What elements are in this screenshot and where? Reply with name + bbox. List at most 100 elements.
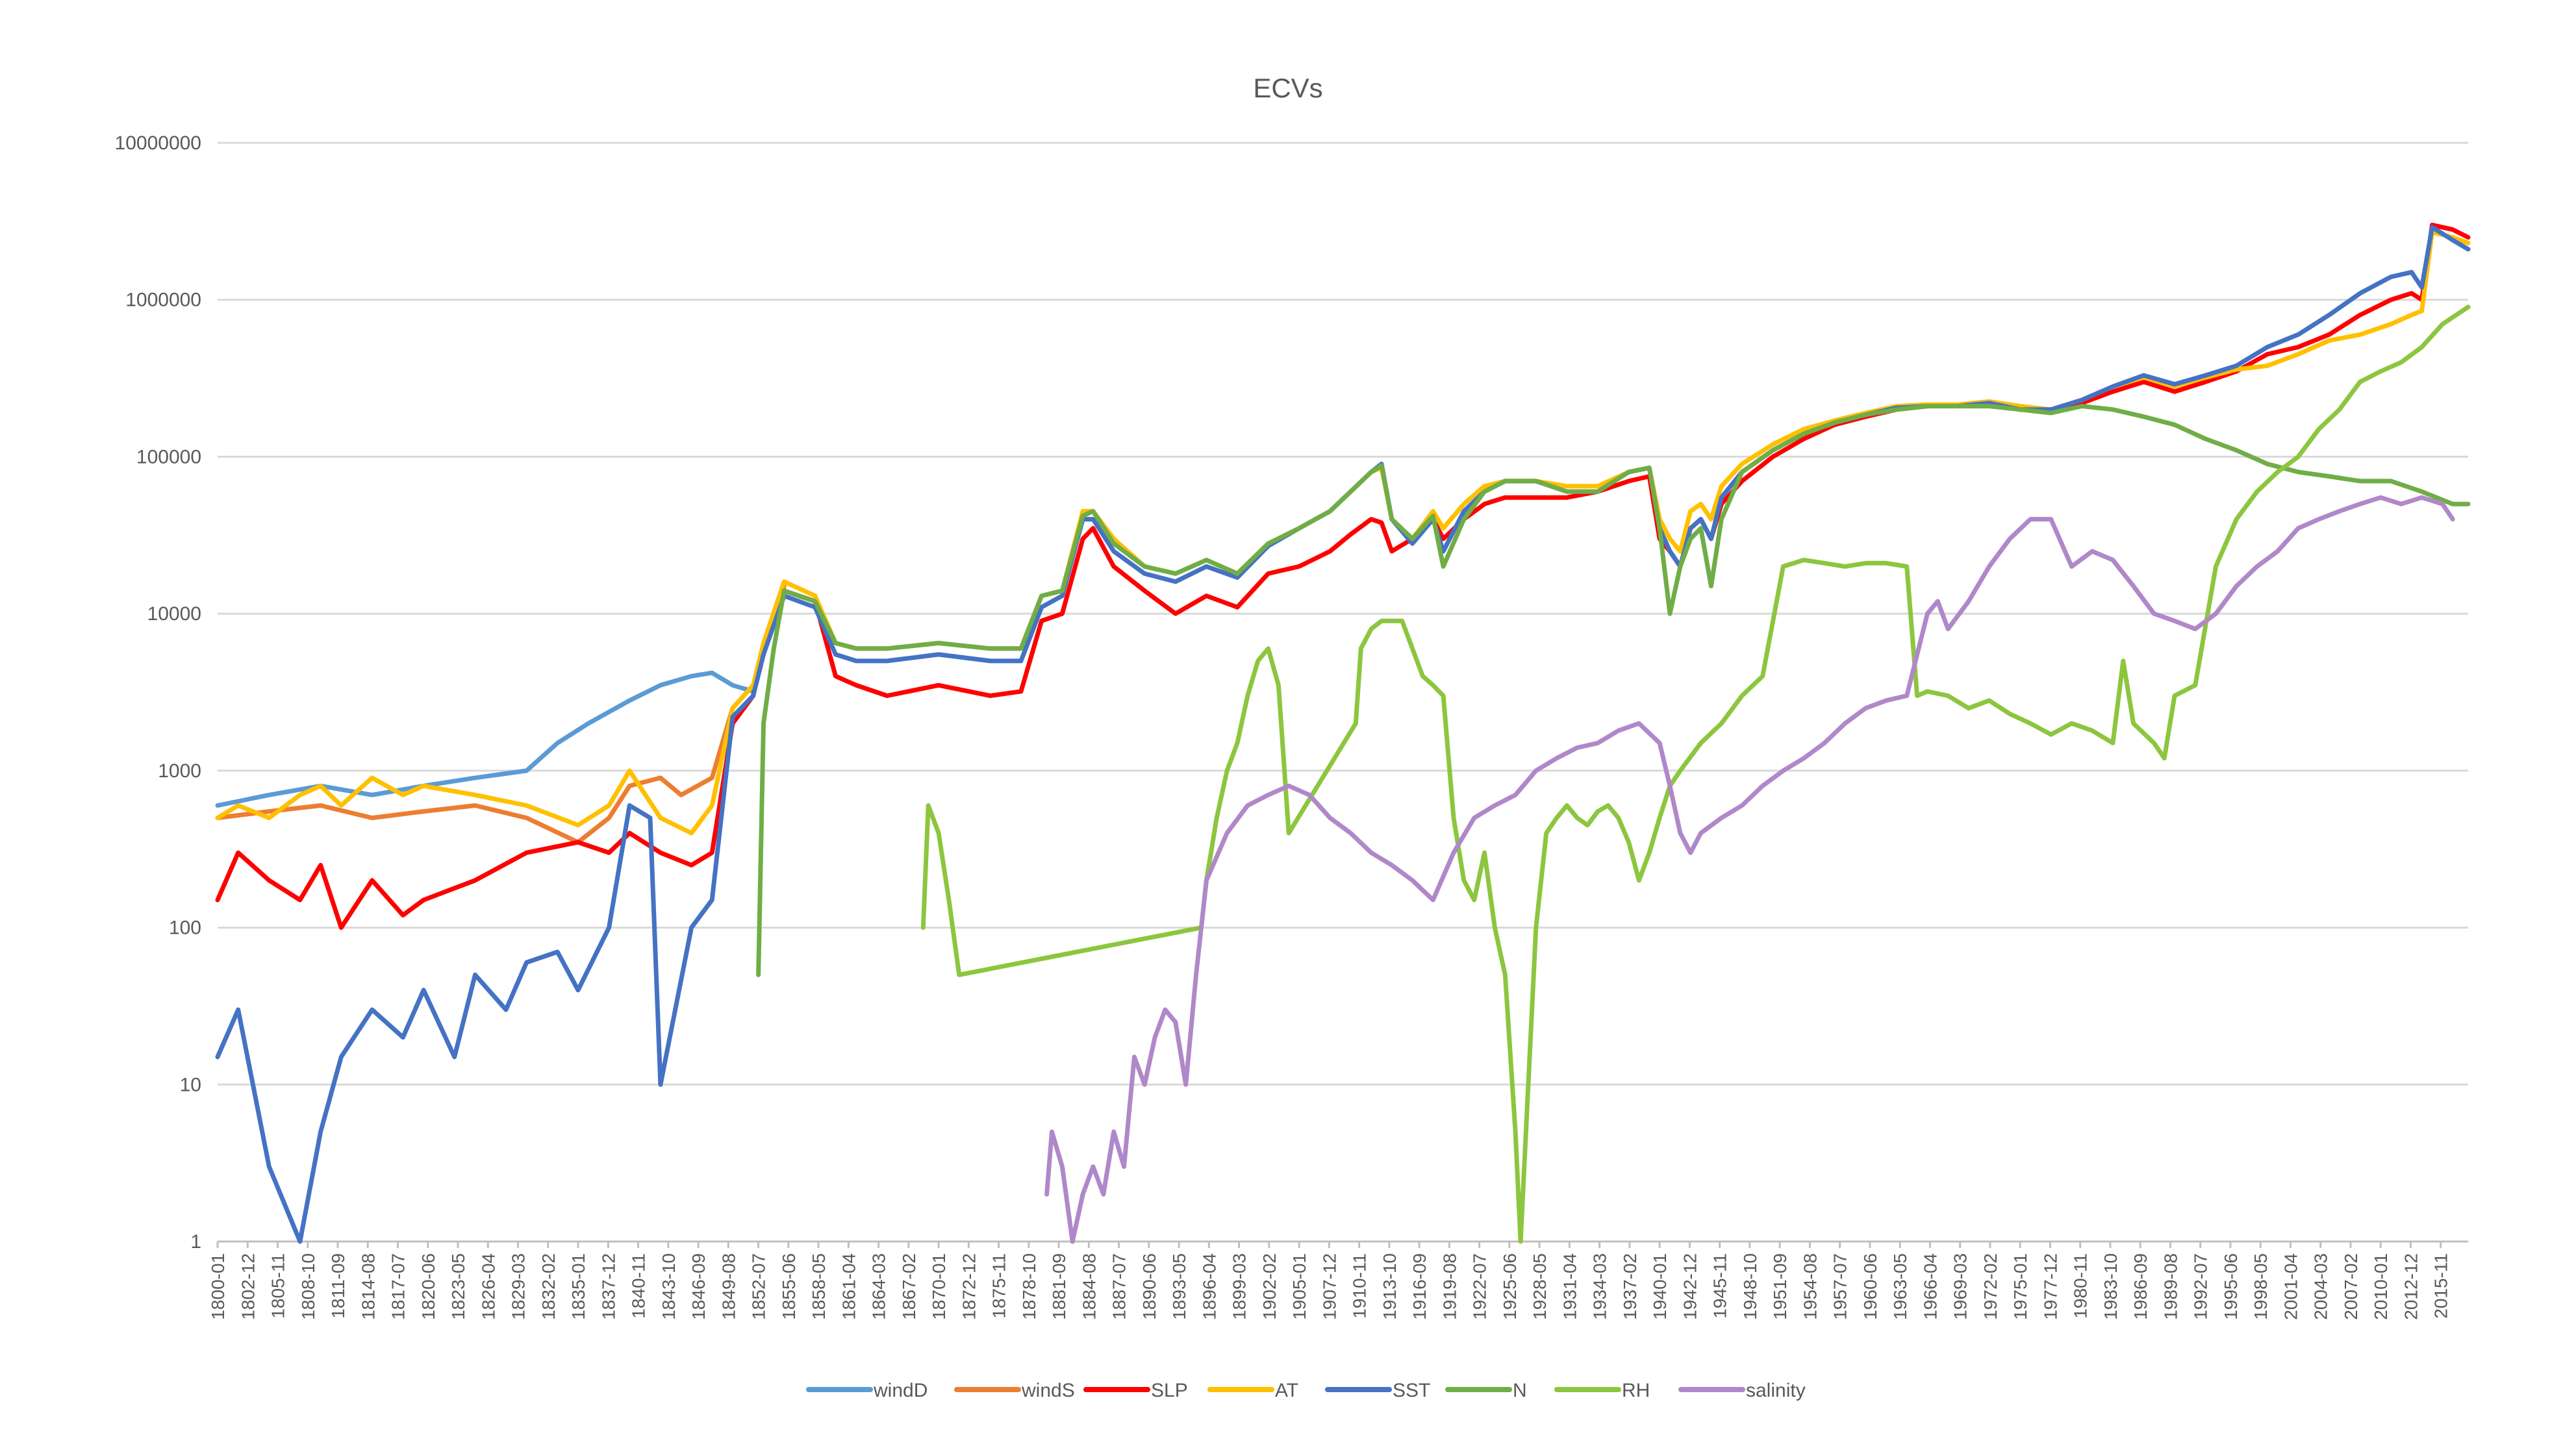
x-tick-label: 1805-11 — [268, 1253, 288, 1319]
x-tick-label: 1814-08 — [358, 1253, 378, 1320]
series-line-SST — [215, 225, 2471, 1244]
series-line-SLP — [215, 222, 2471, 930]
x-tick-label: 1829-03 — [509, 1253, 529, 1320]
x-tick-label: 1975-01 — [2010, 1253, 2030, 1320]
x-tick-label: 1878-10 — [1019, 1253, 1039, 1320]
chart-title: ECVs — [1253, 73, 1322, 103]
x-tick-label: 1951-09 — [1770, 1253, 1790, 1320]
legend-label-SLP: SLP — [1151, 1380, 1188, 1401]
x-tick-label: 1808-10 — [298, 1253, 318, 1320]
x-tick-label: 1872-12 — [959, 1253, 979, 1320]
x-tick-label: 1849-08 — [718, 1253, 739, 1320]
x-tick-label: 1954-08 — [1800, 1253, 1820, 1320]
x-tick-label: 1840-11 — [629, 1253, 649, 1319]
x-tick-label: 2007-02 — [2341, 1253, 2361, 1320]
legend-label-N: N — [1513, 1380, 1527, 1401]
x-tick-label: 1820-06 — [418, 1253, 438, 1320]
x-tick-label: 1922-07 — [1470, 1253, 1490, 1320]
x-tick-label: 1884-08 — [1079, 1253, 1099, 1320]
x-tick-label: 1916-09 — [1409, 1253, 1430, 1320]
legend-label-RH: RH — [1622, 1380, 1650, 1401]
x-tick-label: 1995-06 — [2221, 1253, 2241, 1320]
x-tick-label: 1864-03 — [869, 1253, 889, 1320]
x-tick-label: 1957-07 — [1830, 1253, 1850, 1320]
series-line-salinity — [1044, 495, 2455, 1244]
series-line-RH — [920, 305, 2471, 1244]
legend-label-SST: SST — [1393, 1380, 1430, 1401]
x-tick-label: 1826-04 — [478, 1253, 498, 1320]
x-axis-tick-labels: 1800-01 1802-12 1805-11 1808-10 1811-09 1814-… — [208, 1242, 2451, 1320]
x-tick-label: 1940-01 — [1650, 1253, 1670, 1320]
x-tick-label: 1852-07 — [749, 1253, 769, 1320]
series-line-N — [756, 404, 2471, 977]
x-tick-label: 1811-09 — [328, 1253, 348, 1319]
x-tick-label: 1887-07 — [1109, 1253, 1130, 1320]
x-tick-label: 1905-01 — [1289, 1253, 1309, 1320]
x-tick-label: 1931-04 — [1559, 1253, 1580, 1320]
x-tick-label: 1919-08 — [1439, 1253, 1459, 1320]
legend: windD windS SLP AT SST N RH salinity — [806, 1380, 1806, 1401]
x-tick-label: 1867-02 — [899, 1253, 919, 1320]
y-tick-label: 100 — [169, 917, 201, 939]
x-tick-label: 1980-11 — [2071, 1253, 2091, 1319]
x-tick-label: 2012-12 — [2401, 1253, 2421, 1320]
x-tick-label: 1817-07 — [388, 1253, 409, 1320]
y-tick-label: 1000 — [158, 760, 201, 782]
x-tick-label: 2015-11 — [2431, 1253, 2451, 1319]
x-tick-label: 1902-02 — [1259, 1253, 1280, 1320]
gridlines — [218, 142, 2468, 1243]
x-tick-label: 1969-03 — [1951, 1253, 1971, 1320]
x-tick-label: 1937-02 — [1620, 1253, 1640, 1320]
x-tick-label: 1875-11 — [989, 1253, 1009, 1319]
x-tick-label: 1925-06 — [1500, 1253, 1520, 1320]
x-tick-label: 1823-05 — [448, 1253, 468, 1320]
x-tick-label: 1858-05 — [809, 1253, 829, 1320]
x-tick-label: 1881-09 — [1049, 1253, 1069, 1320]
series-lines — [215, 222, 2471, 1244]
x-tick-label: 1899-03 — [1230, 1253, 1250, 1320]
x-tick-label: 1802-12 — [238, 1253, 258, 1320]
y-tick-label: 10000 — [147, 603, 201, 625]
x-tick-label: 1870-01 — [929, 1253, 949, 1320]
x-tick-label: 1837-12 — [598, 1253, 618, 1320]
x-tick-label: 1948-10 — [1740, 1253, 1760, 1320]
x-tick-label: 1945-11 — [1710, 1253, 1730, 1319]
x-tick-label: 2001-04 — [2280, 1253, 2301, 1320]
x-tick-label: 1910-11 — [1350, 1253, 1370, 1319]
x-tick-label: 1890-06 — [1139, 1253, 1159, 1320]
legend-label-windD: windD — [873, 1380, 928, 1401]
series-line-windD — [215, 584, 787, 808]
x-tick-label: 1832-02 — [538, 1253, 559, 1320]
y-tick-label: 100000 — [136, 446, 201, 468]
x-tick-label: 1846-09 — [688, 1253, 709, 1320]
x-tick-label: 1998-05 — [2251, 1253, 2271, 1320]
x-tick-label: 1992-07 — [2191, 1253, 2211, 1320]
x-tick-label: 2004-03 — [2311, 1253, 2331, 1320]
x-tick-label: 1800-01 — [208, 1253, 228, 1320]
x-tick-label: 1960-06 — [1860, 1253, 1880, 1320]
x-tick-label: 1855-06 — [779, 1253, 799, 1320]
x-tick-label: 1942-12 — [1680, 1253, 1700, 1320]
legend-label-windS: windS — [1021, 1380, 1075, 1401]
y-tick-label: 1000000 — [125, 290, 201, 311]
x-tick-label: 1983-10 — [2101, 1253, 2121, 1320]
series-line-windS — [215, 584, 787, 845]
y-tick-label: 10 — [180, 1074, 201, 1095]
x-tick-label: 1861-04 — [839, 1253, 859, 1320]
x-tick-label: 1963-05 — [1890, 1253, 1910, 1320]
x-tick-label: 1907-12 — [1319, 1253, 1339, 1320]
legend-label-AT: AT — [1275, 1380, 1298, 1401]
x-tick-label: 1986-09 — [2130, 1253, 2151, 1320]
x-tick-label: 1896-04 — [1199, 1253, 1219, 1320]
x-tick-label: 1835-01 — [568, 1253, 588, 1320]
y-tick-label: 1 — [190, 1231, 201, 1253]
x-tick-label: 1928-05 — [1530, 1253, 1550, 1320]
x-tick-label: 1843-10 — [659, 1253, 679, 1320]
y-tick-label: 10000000 — [115, 132, 201, 154]
x-tick-label: 1977-12 — [2040, 1253, 2060, 1320]
x-tick-label: 1966-04 — [1920, 1253, 1940, 1320]
x-tick-label: 1972-02 — [1980, 1253, 2001, 1320]
x-tick-label: 1893-05 — [1169, 1253, 1189, 1320]
x-tick-label: 1913-10 — [1380, 1253, 1400, 1320]
